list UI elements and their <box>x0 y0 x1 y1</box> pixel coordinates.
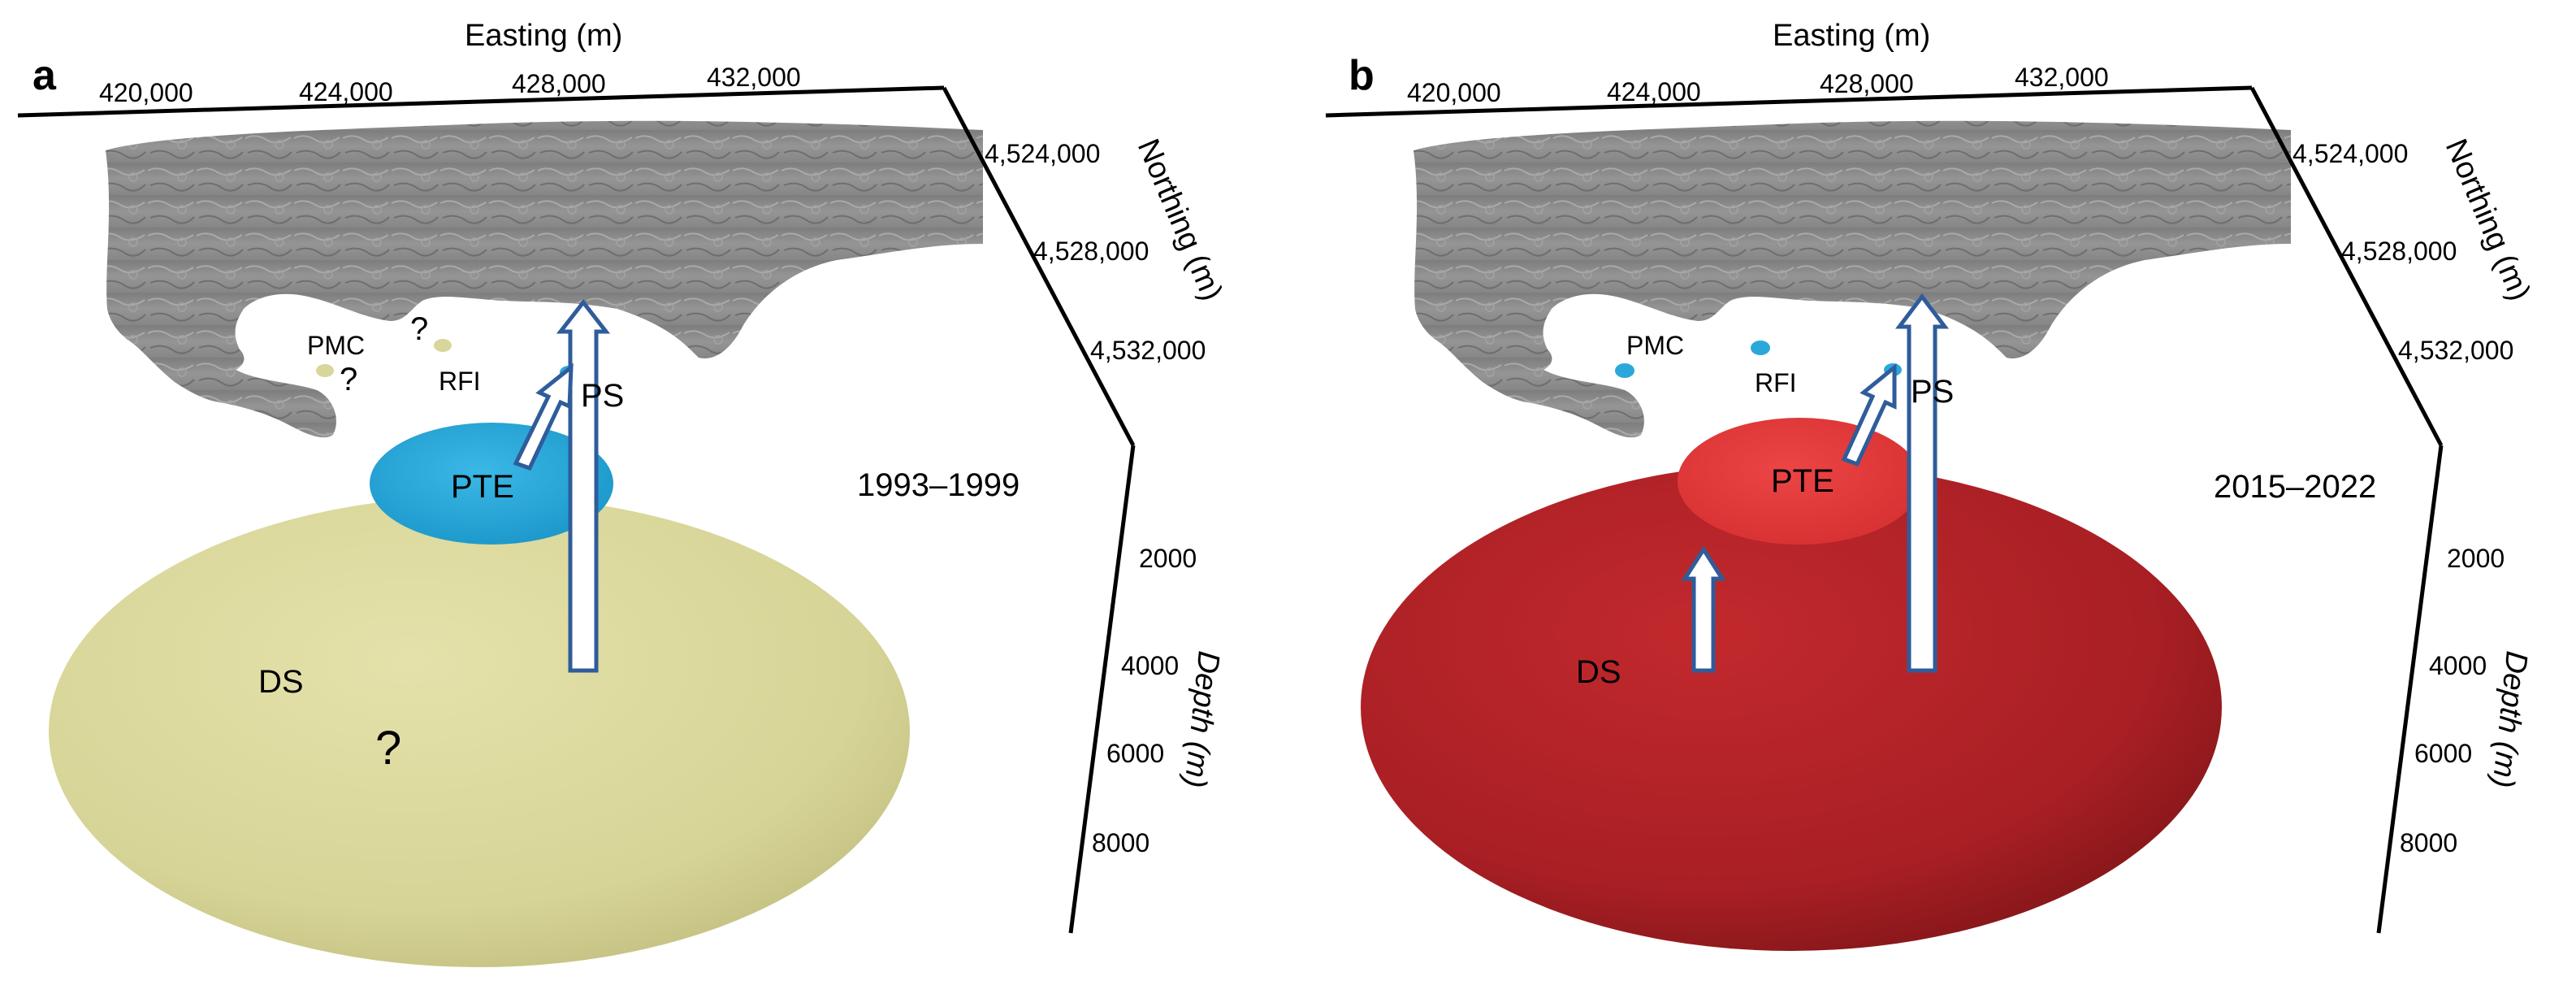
pmc-reservoir <box>316 364 334 377</box>
easting-axis-title: Easting (m) <box>1773 19 1930 53</box>
depth-tick: 6000 <box>2414 739 2472 768</box>
deep-source-question: ? <box>375 722 401 775</box>
panel-letter: a <box>32 52 57 99</box>
northing-tick: 4,532,000 <box>2398 336 2513 365</box>
deep-source-ellipsoid <box>49 496 910 967</box>
depth-axis-title: Depth (m) <box>1177 649 1225 789</box>
period-label: 1993–1999 <box>857 467 1020 503</box>
fluid-arrows <box>1681 293 1950 673</box>
fluid-arrows <box>513 298 611 673</box>
northing-tick: 4,524,000 <box>2292 139 2408 168</box>
northing-tick: 4,528,000 <box>2341 237 2457 266</box>
depth-tick: 4000 <box>1121 651 1179 680</box>
deep-source-label: DS <box>1576 654 1621 690</box>
depth-axis-line <box>2376 445 2444 934</box>
deep-source-label: DS <box>258 664 304 700</box>
rfi-reservoir <box>434 339 452 352</box>
northing-axis-title: Northing (m) <box>2439 134 2537 306</box>
panel-a: a PTE DS ? PS PMC ? RFI ? 1993–1999 <box>17 19 1229 967</box>
ds-to-pte-arrow <box>1681 545 1726 673</box>
easting-tick: 432,000 <box>2015 63 2109 92</box>
pmc-label: PMC <box>1626 331 1684 360</box>
easting-tick: 428,000 <box>1820 69 1914 98</box>
panel-letter: b <box>1349 52 1375 99</box>
easting-tick: 424,000 <box>1607 77 1701 106</box>
shallow-source-label: PTE <box>451 469 514 505</box>
easting-tick: 420,000 <box>1407 78 1501 107</box>
pmc-reservoir <box>1615 363 1634 378</box>
ps-label: PS <box>1911 374 1954 410</box>
pte-to-ps-arrow <box>513 362 574 471</box>
depth-tick: 8000 <box>2400 828 2457 857</box>
shallow-source-label: PTE <box>1771 463 1834 499</box>
easting-tick: 428,000 <box>512 69 606 98</box>
northing-axis-title: Northing (m) <box>1131 134 1229 306</box>
depth-axis-line <box>1068 445 1136 934</box>
depth-tick: 4000 <box>2429 651 2487 680</box>
depth-tick: 8000 <box>1092 828 1149 857</box>
pmc-label: PMC <box>307 331 365 360</box>
shallow-source-ellipsoid <box>370 423 613 545</box>
period-label: 2015–2022 <box>2214 469 2376 505</box>
northing-axis-line <box>942 86 1136 447</box>
ps-label: PS <box>581 378 624 414</box>
axis-frame <box>17 85 1136 934</box>
northing-tick: 4,532,000 <box>1090 336 1206 365</box>
northing-axis-line <box>2249 86 2444 447</box>
rfi-label: RFI <box>439 367 481 396</box>
pmc-question: ? <box>340 362 357 397</box>
pte-to-ps-arrow <box>1841 362 1897 467</box>
terrain-relief <box>1414 120 2291 438</box>
depth-tick: 6000 <box>1106 739 1164 768</box>
easting-axis-title: Easting (m) <box>465 19 622 53</box>
deep-arrow <box>1894 293 1950 673</box>
panel-b: b PTE DS PS PMC RFI 2015–2022 Easting (m… <box>1325 19 2537 951</box>
rfi-reservoir <box>1751 341 1770 355</box>
deep-source-ellipsoid <box>1361 463 2222 951</box>
easting-tick: 432,000 <box>707 63 801 92</box>
northing-tick: 4,524,000 <box>985 139 1100 168</box>
easting-axis-line <box>1325 85 2253 118</box>
easting-tick: 424,000 <box>299 77 393 106</box>
rfi-question: ? <box>410 311 428 347</box>
rfi-label: RFI <box>1755 368 1797 397</box>
easting-axis-line <box>17 85 945 118</box>
axis-frame <box>1325 85 2444 934</box>
depth-tick: 2000 <box>2447 544 2505 573</box>
depth-axis-title: Depth (m) <box>2485 649 2533 789</box>
northing-tick: 4,528,000 <box>1033 237 1149 266</box>
easting-tick: 420,000 <box>99 78 193 107</box>
depth-tick: 2000 <box>1139 544 1197 573</box>
